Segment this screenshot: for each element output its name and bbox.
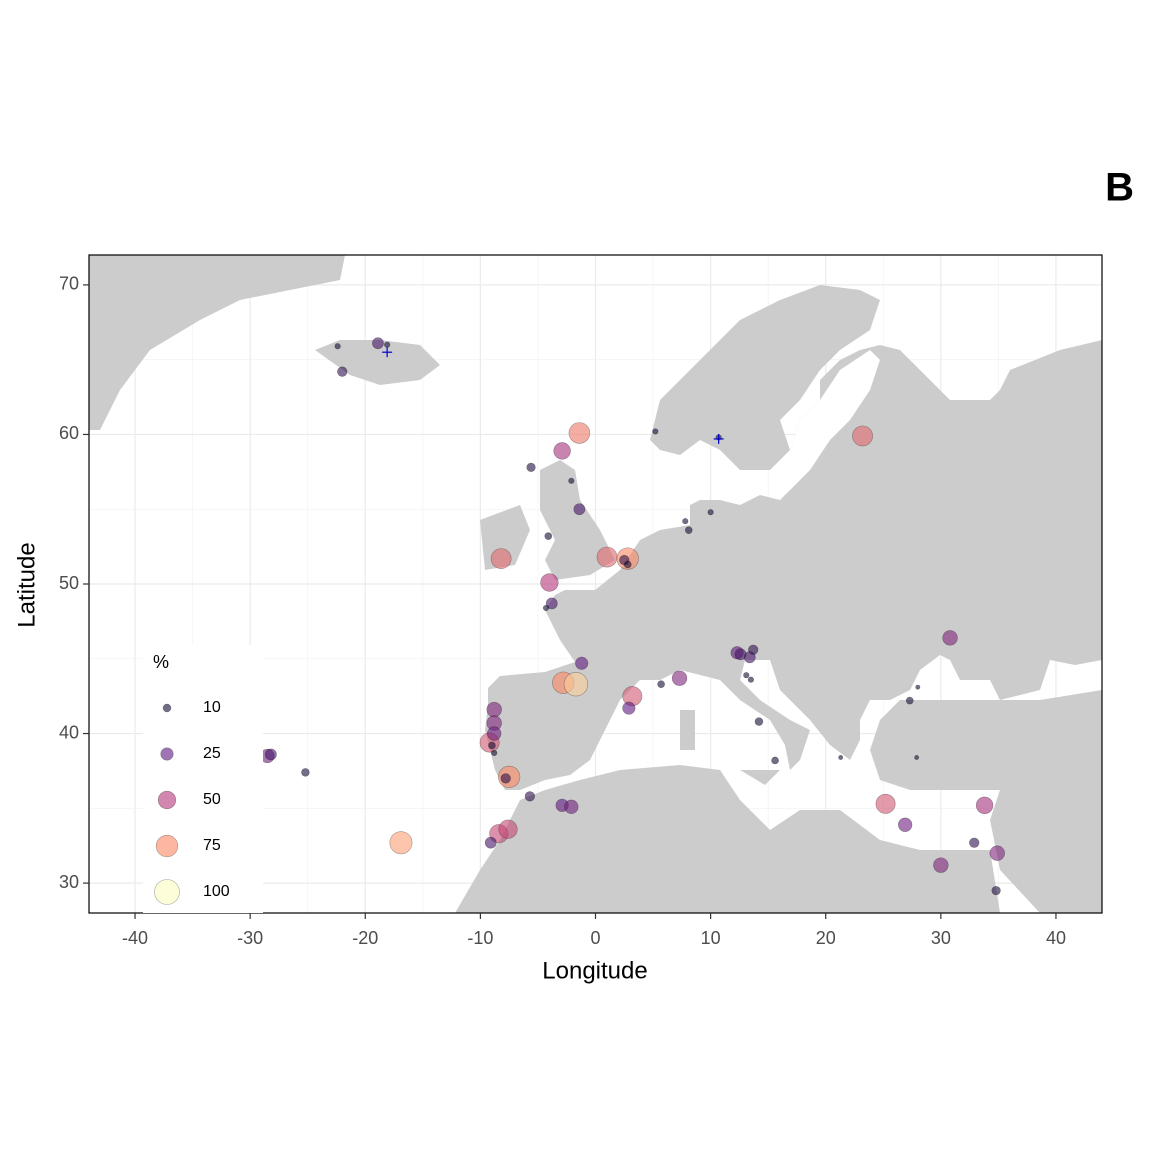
points	[260, 337, 1005, 896]
legend-key	[162, 703, 172, 713]
point	[526, 462, 536, 472]
legend-label: 25	[203, 745, 221, 762]
point	[754, 717, 764, 726]
y-tick-label: 50	[59, 573, 79, 593]
legend-key	[157, 790, 177, 810]
point	[682, 518, 689, 525]
point	[942, 630, 958, 646]
sicily	[740, 770, 780, 785]
x-tick-label: -20	[352, 928, 378, 948]
point	[989, 845, 1005, 861]
legend-box	[143, 645, 263, 913]
point	[622, 701, 636, 715]
legend-label: 100	[203, 883, 230, 900]
point	[334, 343, 341, 350]
legend-key	[154, 879, 180, 905]
x-tick-label: 10	[701, 928, 721, 948]
x-tick-label: 20	[816, 928, 836, 948]
point	[337, 366, 348, 377]
point	[671, 670, 688, 686]
point	[575, 656, 589, 670]
point	[486, 701, 502, 718]
x-tick-label: -30	[237, 928, 263, 948]
legend-label: 10	[203, 699, 221, 716]
point	[389, 831, 413, 855]
point	[747, 676, 754, 683]
x-tick-label: -40	[122, 928, 148, 948]
y-tick-label: 30	[59, 872, 79, 892]
point	[573, 503, 586, 516]
point	[301, 768, 310, 777]
x-axis-title: Longitude	[542, 957, 647, 984]
point	[933, 857, 949, 873]
point	[498, 819, 518, 839]
legend-label: 75	[203, 837, 221, 854]
point	[540, 573, 559, 592]
point	[657, 680, 665, 689]
point	[372, 337, 384, 350]
point	[975, 796, 994, 815]
point	[264, 748, 277, 761]
baltic-sea	[780, 350, 880, 490]
point	[969, 837, 980, 848]
point	[915, 684, 921, 690]
point	[905, 696, 914, 705]
point	[544, 532, 553, 540]
point	[563, 672, 589, 697]
iceland	[315, 340, 440, 385]
point	[743, 651, 756, 664]
point	[623, 560, 632, 569]
europe	[485, 340, 1102, 790]
point	[553, 442, 571, 460]
point	[490, 548, 512, 569]
x-tick-label: 30	[931, 928, 951, 948]
point	[914, 755, 920, 760]
legend-key	[160, 747, 174, 761]
y-tick-label: 60	[59, 423, 79, 443]
y-axis-title: Latitude	[13, 542, 40, 627]
point	[488, 741, 496, 750]
point	[500, 773, 511, 784]
cross-marker	[382, 347, 393, 358]
anatolia-levant	[870, 690, 1102, 913]
panel-label: B	[1105, 166, 1134, 210]
point	[524, 791, 536, 802]
cross-marker	[713, 433, 724, 444]
point	[384, 341, 391, 348]
legend-key	[155, 834, 179, 858]
y-tick-label: 70	[59, 274, 79, 294]
sardinia	[680, 710, 695, 750]
point	[875, 793, 896, 814]
legend-label: 50	[203, 791, 221, 808]
point	[684, 526, 693, 534]
x-tick-label: 40	[1046, 928, 1066, 948]
point	[852, 425, 873, 447]
point	[707, 509, 714, 516]
point	[596, 546, 618, 568]
point	[564, 799, 579, 814]
x-tick-label: 0	[590, 928, 600, 948]
land	[89, 255, 1102, 913]
point	[652, 428, 659, 435]
north-africa	[455, 765, 1000, 913]
legend-title: %	[153, 652, 169, 672]
point	[743, 672, 750, 679]
x-tick-label: -10	[467, 928, 493, 948]
point	[491, 749, 498, 757]
scandinavia	[650, 285, 880, 470]
point	[568, 422, 591, 444]
y-tick-label: 40	[59, 722, 79, 742]
point	[542, 604, 550, 612]
greenland	[89, 255, 345, 430]
point	[545, 597, 558, 610]
point	[771, 756, 779, 765]
point	[487, 726, 502, 741]
great-britain	[540, 460, 615, 580]
point	[991, 885, 1001, 896]
point	[898, 817, 913, 832]
point	[838, 755, 844, 760]
point	[568, 477, 575, 484]
point	[484, 836, 497, 849]
